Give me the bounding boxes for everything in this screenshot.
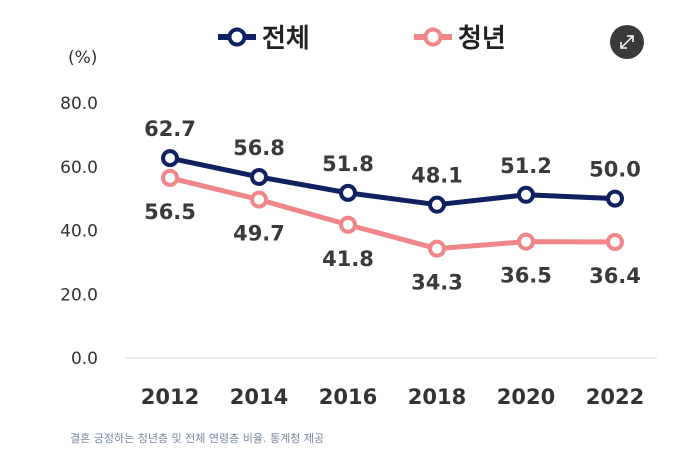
- x-tick-label: 2014: [230, 385, 288, 409]
- y-tick-label: 0.0: [71, 349, 98, 369]
- data-label-total: 51.8: [322, 152, 374, 176]
- y-unit-label: (%): [68, 48, 97, 68]
- y-tick-label: 40.0: [60, 222, 98, 242]
- data-label-youth: 56.5: [144, 200, 196, 224]
- legend-item-total: 전체: [218, 24, 310, 54]
- data-label-total: 56.8: [233, 136, 285, 160]
- x-tick-label: 2012: [141, 385, 199, 409]
- data-point-total: [250, 167, 268, 186]
- expand-button[interactable]: [610, 25, 644, 59]
- data-label-total: 50.0: [589, 158, 641, 182]
- data-point-total: [517, 185, 535, 204]
- expand-icon: [620, 35, 634, 49]
- data-point-youth: [606, 232, 624, 251]
- y-tick-label: 80.0: [60, 94, 98, 114]
- data-label-total: 62.7: [144, 117, 196, 141]
- data-point-youth: [517, 232, 535, 251]
- legend: 전체 청년: [218, 24, 506, 54]
- chart-caption: 결혼 긍정하는 청년층 및 전체 연령층 비율. 통계청 제공: [70, 432, 325, 445]
- data-label-total: 48.1: [411, 164, 463, 188]
- data-point-total: [161, 149, 179, 168]
- x-axis: 2012 2014 2016 2018 2020 2022: [141, 385, 644, 409]
- series-line-total: [169, 155, 616, 208]
- legend-marker-total: [227, 27, 247, 47]
- x-tick-label: 2022: [586, 385, 644, 409]
- y-axis: 0.0 20.0 40.0 60.0 80.0: [60, 94, 98, 369]
- series-layer: 62.7 56.8 51.8 48.1 51.2 50.0 56.5 49.7 41.8 34.3…: [144, 117, 641, 295]
- data-label-youth: 36.4: [589, 264, 641, 288]
- data-point-youth: [250, 190, 268, 209]
- y-tick-label: 60.0: [60, 158, 98, 178]
- data-label-total: 51.2: [500, 154, 552, 178]
- x-tick-label: 2018: [408, 385, 466, 409]
- data-point-youth: [161, 168, 179, 187]
- data-label-youth: 41.8: [322, 247, 374, 271]
- y-tick-label: 20.0: [60, 285, 98, 305]
- data-label-youth: 49.7: [233, 222, 285, 246]
- legend-label-youth: 청년: [458, 24, 506, 54]
- data-point-total: [339, 183, 357, 202]
- legend-marker-youth: [423, 27, 443, 47]
- data-label-youth: 34.3: [411, 271, 463, 295]
- series-line-youth: [169, 175, 616, 252]
- legend-label-total: 전체: [262, 24, 310, 54]
- legend-item-youth: 청년: [414, 24, 506, 54]
- data-point-total: [606, 189, 624, 208]
- data-point-youth: [428, 239, 446, 258]
- data-point-youth: [339, 215, 357, 234]
- x-tick-label: 2016: [319, 385, 377, 409]
- data-point-total: [428, 195, 446, 214]
- data-label-youth: 36.5: [500, 264, 552, 288]
- x-tick-label: 2020: [497, 385, 555, 409]
